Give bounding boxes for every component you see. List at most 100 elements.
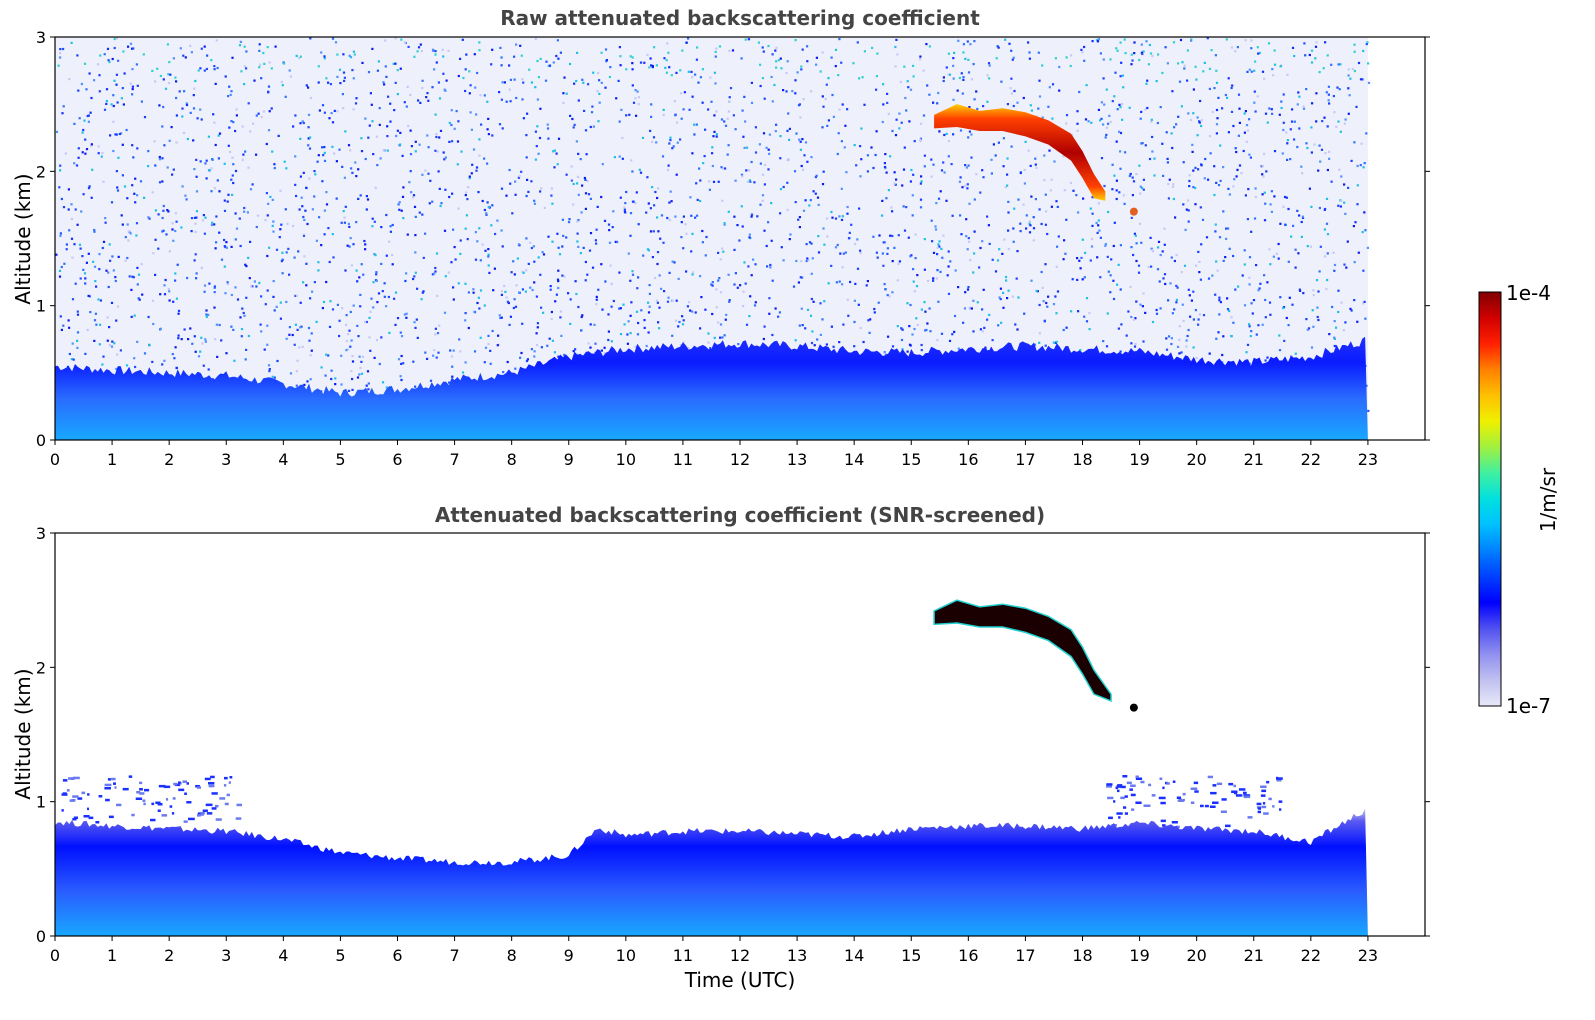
noise-speck	[137, 273, 141, 276]
noise-speck	[1356, 184, 1359, 187]
sparse-patch	[1107, 796, 1114, 800]
noise-speck	[518, 291, 521, 294]
noise-speck	[611, 226, 614, 229]
noise-speck	[102, 355, 105, 358]
noise-speck	[394, 62, 397, 65]
noise-speck	[1306, 146, 1309, 150]
noise-speck	[1038, 332, 1041, 335]
noise-speck	[417, 46, 421, 49]
noise-speck	[804, 327, 807, 330]
sparse-patch	[144, 788, 150, 792]
noise-speck	[613, 156, 616, 159]
noise-speck	[680, 236, 683, 239]
noise-speck	[771, 100, 774, 103]
noise-speck	[168, 250, 171, 253]
noise-speck	[409, 170, 412, 173]
noise-speck	[131, 275, 134, 278]
noise-speck	[1141, 305, 1144, 308]
noise-speck	[996, 45, 999, 48]
noise-speck	[1248, 323, 1251, 326]
noise-speck	[65, 243, 68, 246]
noise-speck	[437, 170, 440, 173]
noise-speck	[1237, 93, 1241, 96]
noise-speck	[58, 186, 61, 189]
noise-speck	[1318, 71, 1321, 74]
noise-speck	[355, 97, 358, 100]
noise-speck	[1006, 103, 1009, 106]
sparse-patch	[1118, 816, 1121, 819]
noise-speck	[925, 43, 928, 46]
noise-speck	[167, 73, 170, 76]
noise-speck	[271, 198, 274, 201]
noise-speck	[416, 50, 419, 53]
noise-speck	[694, 311, 697, 314]
noise-speck	[1344, 118, 1347, 121]
noise-speck	[560, 334, 563, 337]
noise-speck	[1004, 275, 1008, 279]
noise-speck	[480, 123, 483, 126]
noise-speck	[1343, 183, 1346, 186]
noise-speck	[786, 208, 789, 211]
noise-speck	[987, 224, 990, 227]
noise-speck	[888, 295, 891, 298]
noise-speck	[947, 73, 950, 76]
noise-speck	[639, 171, 643, 174]
noise-speck	[409, 129, 412, 132]
noise-speck	[1300, 165, 1303, 168]
noise-speck	[1279, 296, 1282, 299]
noise-speck	[217, 157, 220, 160]
sparse-patch	[1243, 794, 1251, 797]
noise-speck	[536, 59, 539, 63]
noise-speck	[1006, 297, 1009, 300]
bottom-axis-ticks: 0 1 2 3 4 5 6 7 8 9 10 11 12 13 14 15 16 17 18 19 20 21 22 2301…	[36, 524, 1430, 965]
noise-speck	[214, 247, 217, 250]
noise-speck	[810, 272, 813, 275]
noise-speck	[393, 109, 396, 112]
noise-speck	[1249, 335, 1252, 338]
noise-speck	[856, 238, 859, 241]
noise-speck	[414, 140, 417, 143]
noise-speck	[846, 205, 849, 209]
sparse-patch	[62, 779, 68, 782]
noise-speck	[234, 169, 238, 173]
noise-speck	[89, 311, 92, 314]
noise-speck	[213, 223, 216, 226]
noise-speck	[668, 142, 671, 145]
noise-speck	[258, 66, 261, 69]
noise-speck	[218, 231, 221, 234]
noise-speck	[344, 130, 347, 133]
noise-speck	[674, 215, 677, 218]
noise-speck	[493, 267, 496, 270]
noise-speck	[1299, 289, 1302, 292]
noise-speck	[357, 197, 360, 200]
noise-speck	[654, 276, 657, 280]
noise-speck	[568, 62, 572, 66]
noise-speck	[884, 353, 887, 356]
noise-speck	[309, 96, 313, 100]
noise-speck	[468, 92, 471, 95]
noise-speck	[98, 268, 101, 271]
noise-speck	[831, 93, 834, 97]
noise-speck	[288, 326, 291, 329]
noise-speck	[650, 64, 653, 67]
noise-speck	[230, 90, 233, 93]
noise-speck	[442, 151, 445, 154]
noise-speck	[1288, 296, 1291, 299]
noise-speck	[1166, 161, 1169, 164]
bot-x-tick-label-14: 14	[844, 946, 864, 965]
noise-speck	[484, 249, 487, 252]
noise-speck	[347, 222, 350, 225]
noise-speck	[1118, 191, 1121, 194]
noise-speck	[1119, 350, 1122, 353]
noise-speck	[522, 81, 525, 84]
noise-speck	[1153, 174, 1156, 177]
noise-speck	[492, 289, 495, 292]
noise-speck	[1055, 200, 1058, 203]
noise-speck	[226, 283, 229, 286]
noise-speck	[873, 307, 876, 311]
noise-speck	[819, 333, 822, 336]
noise-speck	[168, 61, 171, 64]
noise-speck	[618, 120, 621, 123]
noise-speck	[535, 332, 538, 335]
noise-speck	[304, 209, 307, 212]
